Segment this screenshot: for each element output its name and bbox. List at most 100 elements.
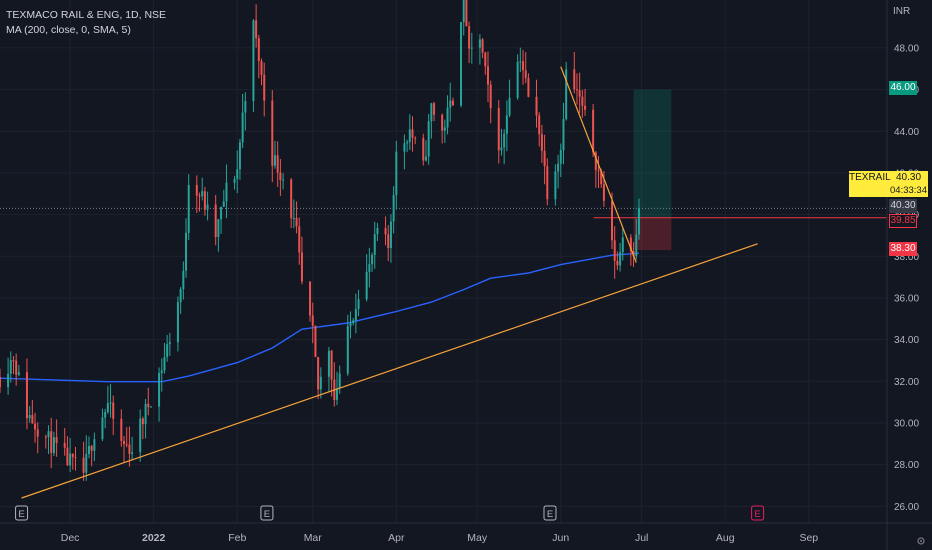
candle-body (637, 208, 640, 235)
candle-body (52, 437, 55, 453)
candle-body (317, 356, 320, 390)
candle-body (106, 403, 109, 413)
candle-body (519, 61, 522, 63)
candle-body (481, 39, 484, 53)
candle-body (527, 78, 530, 97)
candle-body (427, 121, 430, 157)
candle-body (187, 185, 190, 233)
symbol-name: TEXRAIL (849, 171, 891, 185)
candle-body (147, 403, 150, 408)
x-tick-label: Apr (388, 532, 405, 544)
candle-body (168, 342, 171, 345)
candle-body (414, 137, 417, 139)
candle-body (441, 114, 444, 131)
candle-body (540, 134, 543, 151)
candle-body (71, 453, 74, 458)
candle-body (28, 415, 31, 419)
candle-body (271, 100, 274, 166)
symbol-title[interactable]: TEXMACO RAIL & ENG, 1D, NSE (6, 9, 167, 21)
symbol-price: 40.30 (895, 172, 922, 183)
candle-body (69, 453, 72, 466)
candle-body (109, 402, 112, 404)
candle-body (460, 22, 463, 106)
candle-body (389, 221, 392, 249)
trendlines[interactable] (21, 66, 758, 499)
y-tick-label: 30.00 (894, 418, 919, 429)
candle-body (55, 437, 58, 444)
candle-body (522, 61, 525, 71)
bar-countdown: 04:33:34 (889, 184, 928, 197)
candle-body (616, 260, 619, 266)
candle-body (198, 195, 201, 197)
candle-body (144, 403, 147, 425)
candle-body (195, 185, 198, 196)
y-tick-label: 48.00 (894, 43, 919, 54)
long-position-tool[interactable] (0, 89, 887, 251)
candle-body (163, 357, 166, 371)
candle-body (319, 376, 322, 390)
stop-price-tag: 38.30 (889, 242, 917, 256)
x-tick-label: Mar (304, 532, 323, 544)
indicator-label[interactable]: MA (200, close, 0, SMA, 5) (6, 24, 131, 36)
ma-200-line (0, 252, 640, 383)
candle-body (182, 270, 185, 290)
candle-body (327, 350, 330, 377)
gear-icon[interactable] (916, 536, 926, 546)
candle-body (12, 360, 15, 362)
candle-body (201, 191, 204, 196)
candle-body (255, 20, 258, 39)
event-label: E (264, 509, 270, 520)
candle-body (338, 373, 341, 389)
candle-body (352, 320, 355, 324)
candle-body (408, 129, 411, 143)
candle-body (602, 184, 605, 201)
candle-body (166, 344, 169, 358)
candle-body (581, 96, 584, 106)
candle-body (632, 251, 635, 257)
y-tick-label: 34.00 (894, 335, 919, 346)
candle-body (357, 299, 360, 309)
candle-body (557, 163, 560, 172)
candle-body (252, 20, 255, 102)
earnings-event-icon (543, 505, 557, 521)
candle-body (629, 237, 632, 252)
candle-body (15, 360, 18, 375)
candle-body (621, 237, 624, 253)
candle-body (565, 69, 568, 120)
candle-body (424, 156, 427, 161)
candle-body (282, 179, 285, 181)
candle-body (47, 431, 50, 438)
candle-body (503, 133, 506, 148)
candle-body (222, 201, 225, 207)
candle-body (373, 234, 376, 255)
candle-body (554, 171, 557, 200)
candle-body (411, 129, 414, 138)
candle-body (422, 138, 425, 161)
candle-body (433, 103, 436, 115)
candle-body (314, 325, 317, 357)
candle-body (484, 52, 487, 67)
candle-body (17, 372, 20, 375)
candles[interactable] (0, 0, 640, 481)
x-tick-label: Dec (61, 532, 80, 544)
candle-body (31, 415, 34, 424)
candle-body (330, 350, 333, 380)
x-tick-label: Sep (799, 532, 818, 544)
candle-body (93, 439, 96, 451)
candle-body (403, 143, 406, 152)
candle-body (392, 194, 395, 222)
candle-body (592, 109, 595, 153)
candle-body (214, 204, 217, 238)
candle-body (546, 166, 549, 200)
candle-body (74, 457, 77, 459)
x-tick-label: Jun (552, 532, 569, 544)
x-tick-label: Feb (228, 532, 246, 544)
candle-body (600, 171, 603, 185)
candle-body (584, 105, 587, 110)
candle-body (25, 372, 28, 419)
candle-body (486, 66, 489, 85)
